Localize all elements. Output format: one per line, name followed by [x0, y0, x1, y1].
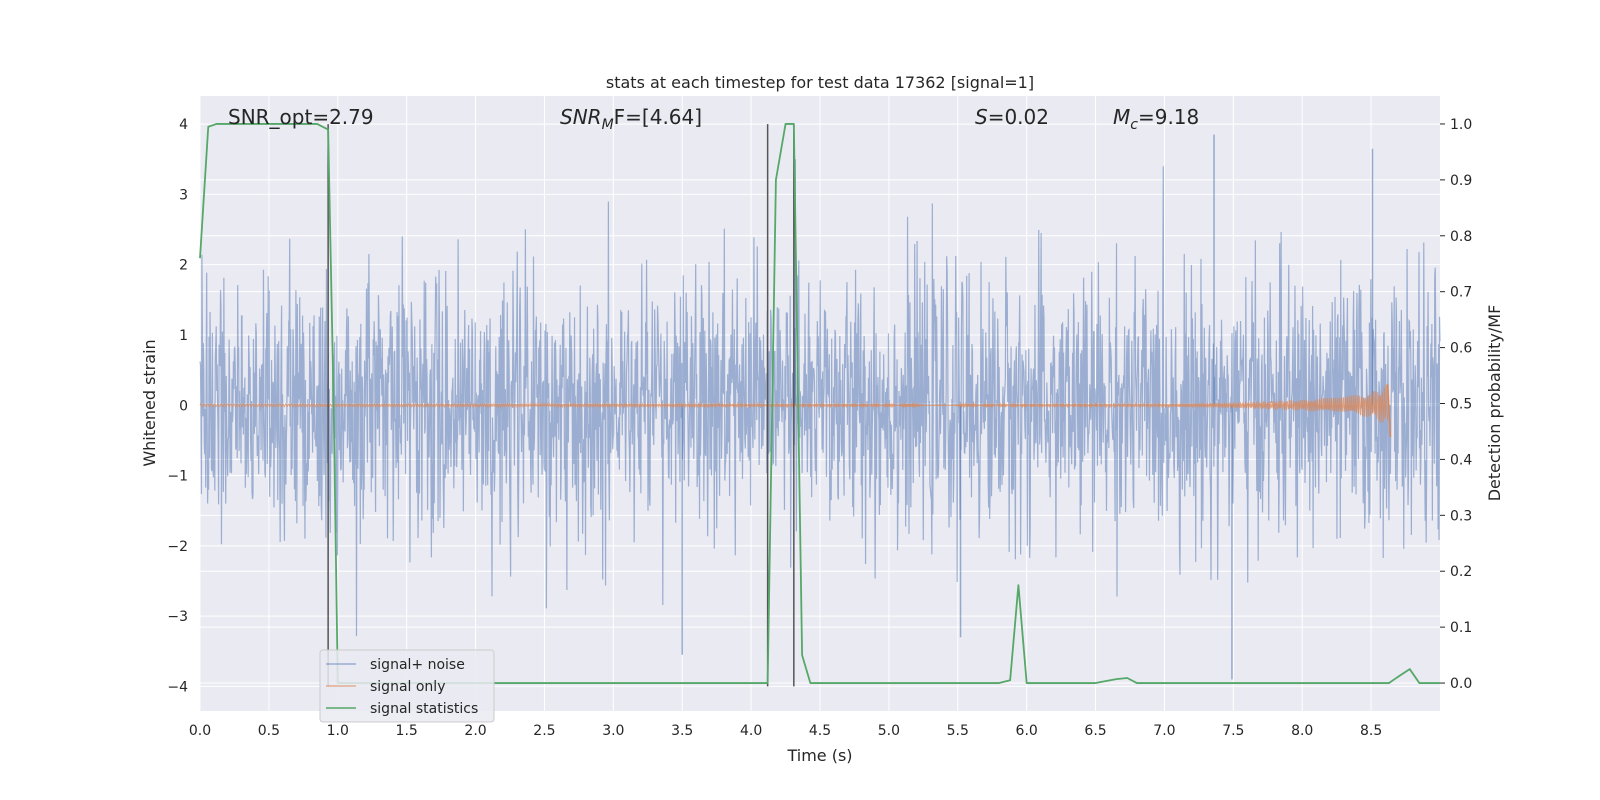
signal-merger-spike: [1386, 384, 1392, 437]
legend-box: [319, 649, 495, 723]
x-tick-label: 3.5: [671, 723, 693, 739]
x-tick-label: 7.5: [1222, 723, 1244, 739]
legend-label-signal-statistics: signal statistics: [370, 701, 478, 717]
y-left-tick-label: −2: [167, 539, 188, 555]
y-right-axis-ticks: 1.0 0.9 0.8 0.7 0.6 0.5 0.4 0.3 0.2 0.1 0.0: [1440, 117, 1472, 692]
y-right-tick-label: 0.0: [1450, 676, 1472, 692]
y-left-tick-label: −4: [167, 679, 188, 695]
vertical-markers: [327, 124, 795, 687]
x-tick-label: 1.0: [327, 723, 349, 739]
x-tick-label: 0.5: [258, 723, 280, 739]
x-tick-label: 6.0: [1016, 723, 1038, 739]
x-tick-label: 1.5: [396, 723, 418, 739]
x-tick-label: 5.5: [947, 723, 969, 739]
y-right-tick-label: 0.1: [1450, 620, 1472, 636]
x-tick-label: 8.0: [1291, 723, 1313, 739]
legend: signal+ noise signal only signal statist…: [319, 649, 495, 723]
y-right-tick-label: 0.9: [1450, 173, 1472, 189]
y-right-tick-label: 0.3: [1450, 508, 1472, 524]
chart-title: stats at each timestep for test data 173…: [606, 73, 1034, 92]
statistics-line: [199, 123, 1440, 684]
y-left-tick-label: 3: [179, 187, 188, 203]
annotation-s-main: S: [975, 105, 988, 129]
y-right-axis-label: Detection probability/MF: [1485, 305, 1504, 502]
y-right-tick-label: 0.8: [1450, 229, 1472, 245]
noise-trace: [199, 166, 1441, 637]
y-right-tick-label: 0.4: [1450, 452, 1472, 468]
x-tick-label: 4.0: [740, 723, 762, 739]
series-signal-statistics: [199, 123, 1440, 684]
annotation-mc-main: M: [1113, 105, 1130, 129]
annotation-snr-mf-sub: M: [602, 117, 614, 133]
y-left-tick-label: −3: [167, 609, 188, 625]
y-right-tick-label: 0.2: [1450, 564, 1472, 580]
y-right-tick-label: 0.6: [1450, 341, 1472, 357]
series-signal-noise: [199, 134, 1441, 680]
annotation-mc: Mc=9.18: [1113, 105, 1199, 133]
x-tick-label: 2.5: [533, 723, 555, 739]
annotation-snr-opt: SNR_opt=2.79: [228, 105, 374, 129]
annotation-snr-mf-main: SNR: [560, 105, 602, 129]
x-tick-label: 5.0: [878, 723, 900, 739]
y-left-tick-label: 2: [179, 258, 188, 274]
y-left-tick-label: −1: [167, 469, 188, 485]
x-axis-ticks: 0.0 0.5 1.0 1.5 2.0 2.5 3.0 3.5 4.0 4.5 5.0 5.5 6.0 6…: [189, 723, 1382, 739]
x-tick-label: 4.5: [809, 723, 831, 739]
y-right-tick-label: 0.7: [1450, 285, 1472, 301]
x-tick-label: 7.0: [1153, 723, 1175, 739]
y-left-tick-label: 4: [179, 117, 188, 133]
annotation-s-tail: =0.02: [988, 105, 1049, 129]
annotation-snr-mf: SNRMF=[4.64]: [560, 105, 702, 133]
y-left-tick-label: 1: [179, 328, 188, 344]
x-tick-label: 6.5: [1084, 723, 1106, 739]
y-left-axis-ticks: 4 3 2 1 0 −1 −2 −3 −4: [167, 117, 188, 695]
y-right-tick-label: 1.0: [1450, 117, 1472, 133]
legend-label-signal-only: signal only: [370, 679, 445, 695]
x-tick-label: 2.0: [464, 723, 486, 739]
x-tick-label: 0.0: [189, 723, 211, 739]
x-tick-label: 8.5: [1360, 723, 1382, 739]
annotation-mc-tail: =9.18: [1138, 105, 1199, 129]
x-axis-label: Time (s): [786, 746, 852, 765]
x-tick-label: 3.0: [602, 723, 624, 739]
legend-label-signal-noise: signal+ noise: [370, 657, 465, 673]
y-left-tick-label: 0: [179, 398, 188, 414]
annotation-snr-mf-tail: F=[4.64]: [614, 105, 702, 129]
annotation-s: S=0.02: [975, 105, 1049, 129]
y-left-axis-label: Whitened strain: [140, 339, 159, 466]
y-right-tick-label: 0.5: [1450, 397, 1472, 413]
annotation-mc-sub: c: [1130, 117, 1138, 133]
